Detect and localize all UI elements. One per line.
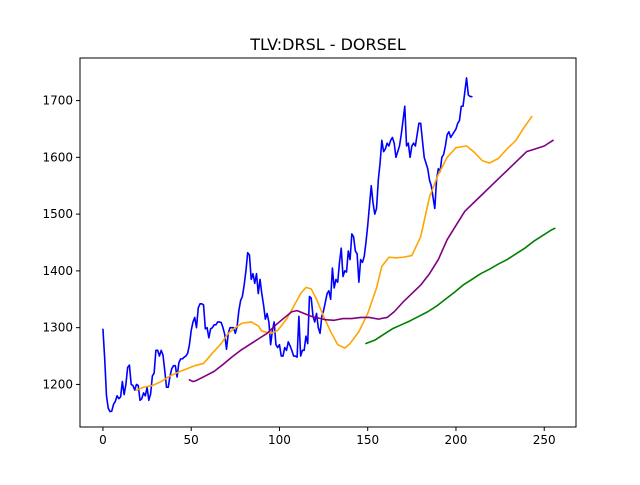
- series-layer: [102, 77, 556, 413]
- y-tick-label: 1700: [42, 94, 73, 108]
- y-tick-label: 1300: [42, 321, 73, 335]
- x-tick-label: 250: [533, 433, 556, 447]
- y-tick-label: 1400: [42, 264, 73, 278]
- plot-frame: [79, 57, 577, 428]
- y-tick-label: 1200: [42, 377, 73, 391]
- series-line-1: [102, 77, 473, 413]
- series-line-4: [365, 227, 556, 345]
- x-tick-label: 100: [268, 433, 291, 447]
- y-tick-label: 1500: [42, 207, 73, 221]
- x-tick-label: 150: [356, 433, 379, 447]
- x-tick-label: 200: [445, 433, 468, 447]
- x-tick-label: 0: [99, 433, 107, 447]
- series-line-2: [135, 115, 533, 391]
- chart-title: TLV:DRSL - DORSEL: [249, 35, 406, 54]
- axes-layer: 0 50 100 150 200 250 1200 1300 1400 1500 1600 1700: [42, 57, 577, 447]
- series-line-3: [188, 139, 554, 383]
- y-tick-label: 1600: [42, 150, 73, 164]
- x-tick-label: 50: [184, 433, 199, 447]
